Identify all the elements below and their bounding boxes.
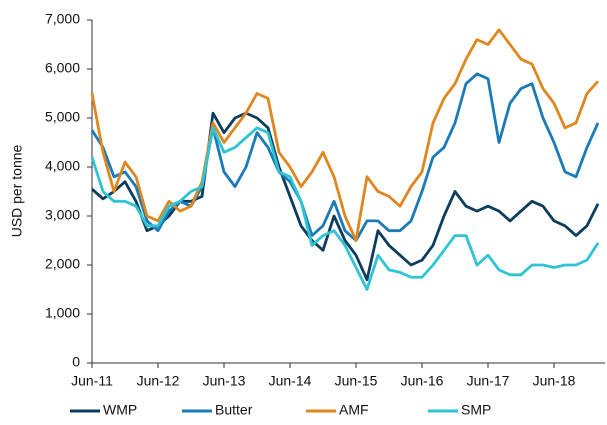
x-tick-label: Jun-11 [71,373,113,389]
y-tick-label: 0 [72,354,80,370]
legend-label: SMP [461,402,491,418]
series-line [91,111,600,282]
legend-label: AMF [339,402,369,418]
y-tick-label: 1,000 [45,305,80,321]
x-tick-label: Jun-17 [467,373,510,389]
y-tick-label: 4,000 [45,158,80,174]
x-tick-label: Jun-12 [137,373,180,389]
x-tick-label: Jun-15 [335,373,378,389]
y-axis-label: USD per tonne [9,144,25,237]
series-line [90,126,600,291]
x-tick-label: Jun-14 [269,373,312,389]
series-line [90,72,600,242]
y-tick-label: 7,000 [45,11,80,27]
x-tick-label: Jun-18 [533,373,576,389]
y-tick-label: 5,000 [45,109,80,125]
x-tick-label: Jun-16 [401,373,444,389]
y-tick-label: 3,000 [45,207,80,223]
legend-label: WMP [103,402,137,418]
series-line [90,28,600,242]
y-tick-label: 6,000 [45,60,80,76]
x-tick-label: Jun-13 [203,373,246,389]
legend-label: Butter [215,402,253,418]
y-tick-label: 2,000 [45,256,80,272]
